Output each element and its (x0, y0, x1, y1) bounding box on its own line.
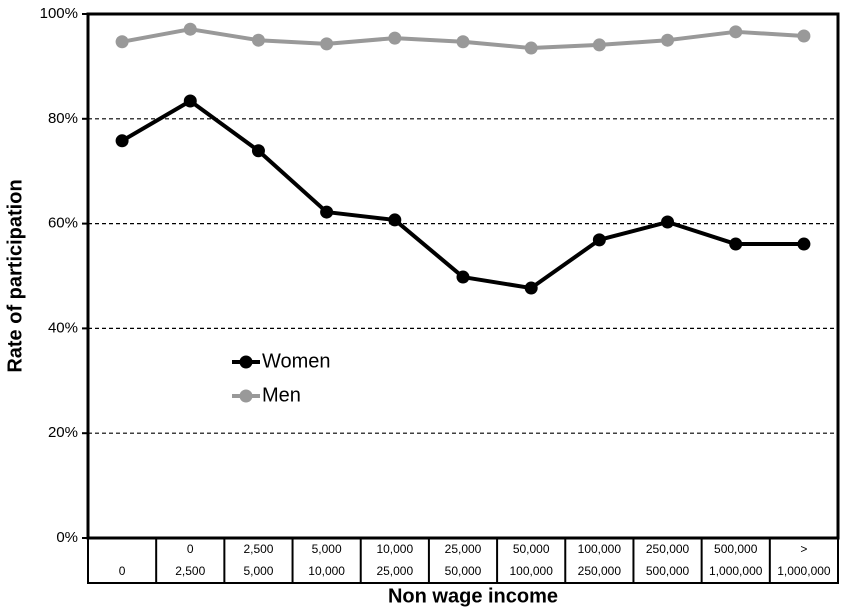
legend-label: Women (262, 350, 331, 372)
point (729, 25, 743, 39)
x-tick-label: 25,000 (445, 542, 482, 556)
legend-marker (239, 355, 253, 369)
x-tick-label: 25,000 (376, 564, 413, 578)
point (797, 29, 811, 43)
point (115, 35, 129, 49)
point (320, 205, 334, 219)
x-tick-label: 50,000 (445, 564, 482, 578)
y-tick-label: 60% (48, 215, 78, 232)
point (456, 35, 470, 49)
x-tick-label: 2,500 (243, 542, 273, 556)
point (388, 213, 402, 227)
point (388, 31, 402, 45)
x-tick-label: 1,000,000 (777, 564, 831, 578)
point (251, 144, 265, 158)
point (729, 237, 743, 251)
y-tick-label: 40% (48, 319, 78, 336)
x-tick-label: > (800, 542, 807, 556)
x-tick-label: 0 (119, 564, 126, 578)
point (661, 33, 675, 47)
point (524, 41, 538, 55)
x-tick-label: 50,000 (513, 542, 550, 556)
y-tick-label: 0% (56, 529, 78, 546)
x-tick-label: 500,000 (714, 542, 758, 556)
x-tick-label: 250,000 (578, 564, 622, 578)
point (115, 134, 129, 148)
point (524, 281, 538, 295)
point (592, 233, 606, 247)
point (456, 270, 470, 284)
legend-label: Men (262, 384, 301, 406)
x-tick-label: 10,000 (376, 542, 413, 556)
x-tick-label: 10,000 (308, 564, 345, 578)
point (183, 22, 197, 36)
x-tick-label: 2,500 (175, 564, 205, 578)
x-axis-title: Non wage income (388, 585, 558, 607)
point (251, 33, 265, 47)
legend-marker (239, 389, 253, 403)
x-tick-label: 1,000,000 (709, 564, 763, 578)
plot-frame (86, 12, 840, 540)
y-tick-label: 80% (48, 110, 78, 127)
x-tick-label: 100,000 (509, 564, 553, 578)
x-tick-label: 500,000 (646, 564, 690, 578)
x-tick-label: 5,000 (312, 542, 342, 556)
x-tick-label: 5,000 (243, 564, 273, 578)
y-tick-label: 20% (48, 424, 78, 441)
series-line (121, 98, 804, 291)
point (797, 237, 811, 251)
point (661, 215, 675, 229)
x-tick-label: 0 (187, 542, 194, 556)
point (592, 38, 606, 52)
x-tick-label: 100,000 (578, 542, 622, 556)
point (320, 37, 334, 51)
x-tick-label: 250,000 (646, 542, 690, 556)
point (183, 94, 197, 108)
y-tick-label: 100% (40, 5, 78, 22)
y-axis-title: Rate of participation (4, 179, 26, 372)
